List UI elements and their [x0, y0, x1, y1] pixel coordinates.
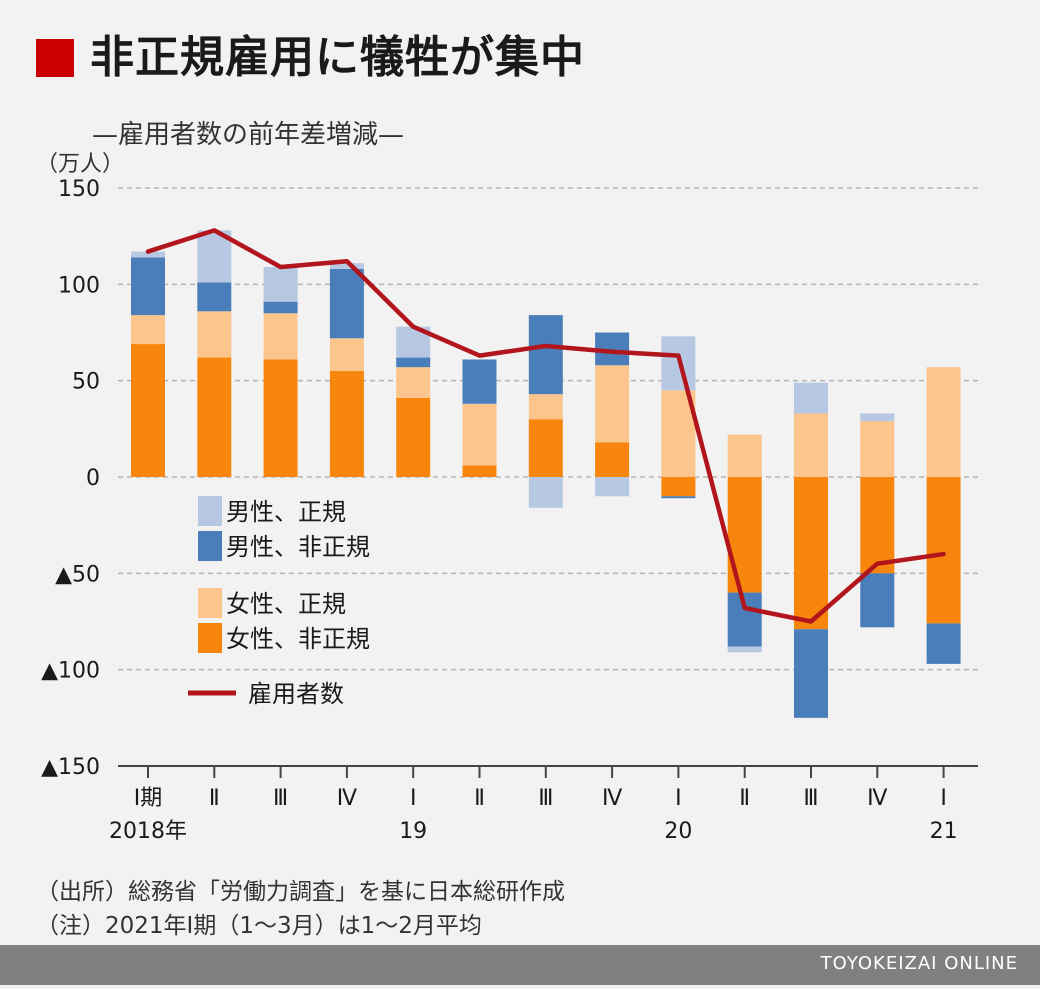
x-tick-label: Ⅱ [209, 786, 220, 811]
bar-female_nonregular [396, 398, 431, 477]
bar-male_nonregular [926, 623, 961, 664]
y-tick-label: 100 [58, 273, 100, 298]
bar-female_nonregular [661, 477, 696, 497]
bar-male_nonregular [860, 573, 895, 628]
bar-male_nonregular [263, 301, 298, 314]
bar-female_regular [794, 413, 828, 477]
bar-female_regular [263, 313, 298, 360]
bar-female_nonregular [197, 357, 232, 477]
bar-female_regular [727, 434, 762, 477]
bar-female_nonregular [794, 477, 828, 630]
bar-male_regular [595, 477, 630, 497]
legend-label: 男性、正規 [226, 498, 346, 526]
y-tick-label: ▲50 [55, 562, 100, 587]
legend-swatch-male_regular [198, 496, 222, 526]
x-tick-label: Ⅰ期 [134, 786, 163, 811]
legend-label: 雇用者数 [248, 680, 344, 708]
x-year-label: 19 [399, 819, 427, 844]
chart-title: 非正規雇用に犠牲が集中 [90, 32, 585, 83]
legend-label: 女性、非正規 [226, 625, 370, 653]
chart-subtitle: —雇用者数の前年差増減— [92, 120, 405, 150]
x-tick-label: Ⅱ [739, 786, 750, 811]
x-year-label: 2018年 [109, 819, 187, 844]
bar-male_regular [329, 263, 364, 269]
bar-female_nonregular [595, 442, 630, 477]
legend-swatch-female_nonregular [198, 623, 222, 653]
bar-female_regular [595, 365, 630, 443]
bar-male_regular [131, 251, 165, 258]
y-tick-label: 0 [86, 466, 100, 491]
bar-male_nonregular [661, 496, 696, 499]
footnote: （注）2021年Ⅰ期（1〜3月）は1〜2月平均 [36, 913, 482, 939]
bar-female_nonregular [263, 359, 298, 477]
x-tick-label: Ⅲ [803, 786, 818, 811]
x-tick-label: Ⅰ [940, 786, 947, 811]
x-year-label: 21 [930, 819, 958, 844]
line-total-employees [145, 228, 946, 624]
y-tick-label: ▲100 [41, 659, 100, 684]
y-axis-unit: （万人） [36, 152, 125, 177]
bar-male_nonregular [794, 629, 828, 718]
bar-male_regular [528, 477, 563, 508]
bar-female_regular [131, 315, 165, 345]
y-tick-label: 150 [58, 177, 100, 202]
bar-female_regular [926, 367, 961, 477]
bar-male_regular [263, 266, 298, 302]
bar-male_regular [860, 413, 895, 422]
bar-female_nonregular [329, 371, 364, 477]
bar-female_regular [396, 367, 431, 399]
bar-female_nonregular [462, 465, 497, 477]
bar-female_nonregular [926, 477, 961, 624]
bar-male_nonregular [462, 359, 497, 404]
bar-female_nonregular [860, 477, 895, 574]
legend-label: 女性、正規 [226, 590, 346, 618]
y-tick-label: ▲150 [41, 755, 100, 780]
bar-male_regular [794, 382, 828, 414]
bar-female_nonregular [727, 477, 762, 593]
x-tick-label: Ⅱ [474, 786, 485, 811]
x-tick-label: Ⅰ [410, 786, 417, 811]
bar-male_nonregular [131, 257, 165, 316]
y-tick-label: 50 [72, 370, 100, 395]
x-tick-label: Ⅲ [273, 786, 288, 811]
bar-male_nonregular [329, 268, 364, 339]
x-tick-label: Ⅳ [602, 786, 623, 811]
legend-swatch-female_regular [198, 588, 222, 618]
bar-female_regular [860, 421, 895, 477]
bar-male_nonregular [528, 315, 563, 395]
bar-female_nonregular [528, 419, 563, 477]
bar-female_regular [462, 403, 497, 466]
title-block: 非正規雇用に犠牲が集中 [36, 36, 585, 80]
bar-male_nonregular [197, 282, 232, 312]
bar-male_nonregular [396, 357, 431, 368]
footer-bar: TOYOKEIZAI ONLINE [0, 945, 1040, 985]
x-year-label: 20 [664, 819, 692, 844]
x-tick-label: Ⅳ [337, 786, 358, 811]
bar-female_nonregular [131, 344, 165, 477]
x-tick-label: Ⅳ [867, 786, 888, 811]
source-note: （出所）総務省「労働力調査」を基に日本総研作成 [36, 879, 565, 905]
legend-label: 男性、非正規 [226, 533, 370, 561]
footer-brand: TOYOKEIZAI ONLINE [820, 953, 1018, 974]
legend-swatch-male_nonregular [198, 531, 222, 561]
title-square-icon [36, 39, 74, 77]
bar-female_regular [197, 311, 232, 358]
employment-change-chart: 150 100 50 0 ▲50 ▲100 ▲150 Ⅰ期 Ⅱ Ⅲ Ⅳ Ⅰ Ⅱ Ⅲ Ⅳ Ⅰ Ⅱ Ⅲ Ⅳ Ⅰ 2018年 1… [41, 177, 978, 844]
x-tick-label: Ⅰ [675, 786, 682, 811]
bar-male_regular [727, 646, 762, 653]
bar-female_regular [528, 394, 563, 420]
x-tick-label: Ⅲ [538, 786, 553, 811]
bar-female_regular [329, 338, 364, 372]
